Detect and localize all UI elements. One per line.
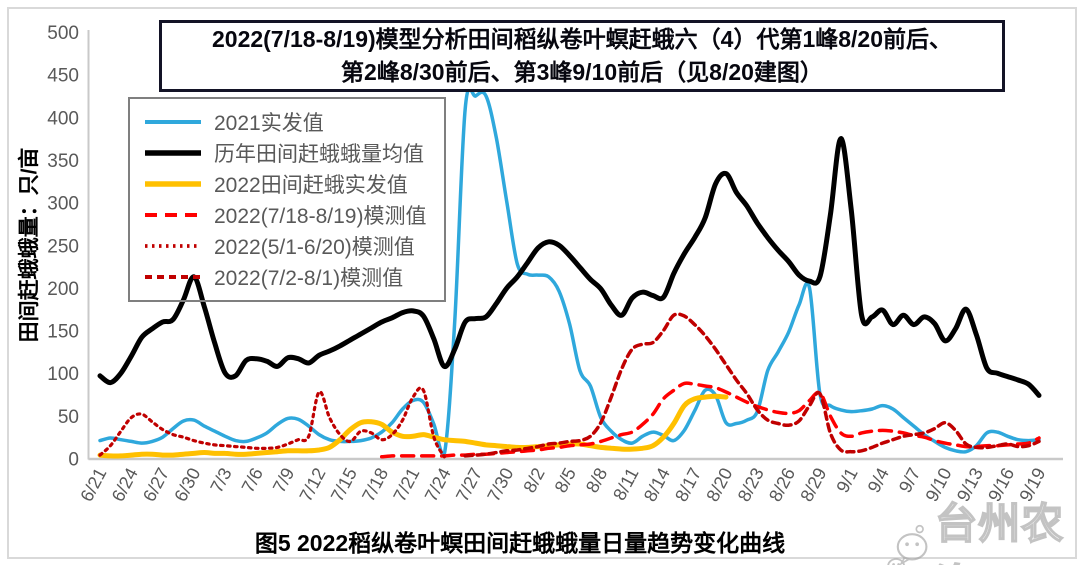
legend-item-model-51-620: 2022(5/1-6/20)模测值 — [144, 231, 440, 261]
x-axis-tick-label: 7/18 — [358, 464, 392, 504]
y-axis-tick-label: 500 — [47, 23, 79, 44]
legend-label: 2021实发值 — [214, 112, 324, 136]
x-axis-tick-label: 8/17 — [671, 464, 705, 504]
series-actual-2022 — [97, 393, 729, 459]
x-axis-tick-label: 7/27 — [452, 464, 486, 504]
x-axis-tick-label: 7/3 — [206, 464, 235, 495]
legend-label: 2022(7/18-8/19)模测值 — [214, 204, 427, 228]
legend-swatch-dashed-line — [145, 212, 201, 217]
series-model-72-81 — [463, 312, 1041, 458]
x-axis-tick-label: 6/21 — [76, 464, 110, 504]
legend-label: 2022田间赶蛾实发值 — [214, 174, 408, 198]
legend-item-model-718-819: 2022(7/18-8/19)模测值 — [144, 200, 440, 230]
x-axis-tick-label: 8/14 — [640, 464, 674, 504]
x-axis-tick-label: 7/24 — [421, 464, 455, 504]
y-axis-tick-label: 50 — [58, 407, 79, 428]
y-axis-tick-label: 350 — [47, 151, 79, 172]
legend-swatch-solid-line — [145, 120, 201, 125]
y-axis-tick-label: 100 — [47, 364, 79, 385]
legend-swatch-short-dash-line — [145, 274, 201, 279]
x-axis-tick-label: 7/6 — [238, 464, 267, 495]
y-axis-tick-label: 150 — [47, 322, 79, 343]
annotation-line-2: 第2峰8/30前后、第3峰9/10前后（见8/20建图） — [341, 59, 823, 85]
y-axis-tick-label: 400 — [47, 108, 79, 129]
series-model-51-620 — [98, 386, 446, 459]
y-axis-tick-label: 300 — [47, 194, 79, 215]
x-axis-tick-label: 6/24 — [108, 464, 142, 504]
watermark-text: 台州农资 — [934, 499, 1065, 565]
chart-legend: 2021实发值历年田间赶蛾蛾量均值 2022田间赶蛾实发值 2022(7/18-8/… — [128, 97, 446, 302]
legend-swatch-dotted-line — [145, 243, 201, 248]
y-axis-title: 田间赶蛾蛾量：只/亩 — [18, 147, 41, 343]
x-axis-tick-label: 7/12 — [296, 464, 330, 504]
series-actual-2021 — [98, 86, 1041, 457]
legend-item-historical-average: 历年田间赶蛾蛾量均值 — [144, 138, 440, 168]
x-axis-tick-label: 6/27 — [139, 464, 173, 504]
x-axis-tick-label: 7/30 — [483, 464, 517, 504]
legend-label: 历年田间赶蛾蛾量均值 — [214, 143, 424, 167]
x-axis-tick-label: 6/30 — [170, 464, 204, 504]
x-axis-tick-label: 8/23 — [734, 464, 768, 504]
y-axis-tick-label: 0 — [68, 450, 79, 471]
legend-item-actual-2022: 2022田间赶蛾实发值 — [144, 169, 440, 199]
legend-label: 2022(7/2-8/1)模测值 — [214, 266, 404, 290]
legend-label: 2022(5/1-6/20)模测值 — [214, 235, 415, 259]
legend-item-actual-2021: 2021实发值 — [144, 107, 440, 137]
y-axis-tick-label: 450 — [47, 66, 79, 87]
annotation-line-1: 2022(7/18-8/19)模型分析田间稻纵卷叶螟赶蛾六（4）代第1峰8/20… — [211, 26, 953, 52]
wechat-icon — [887, 524, 928, 565]
watermark: 台州农资 — [886, 490, 1080, 565]
x-axis-tick-label: 7/15 — [327, 464, 361, 504]
chart-annotation-box: 2022(7/18-8/19)模型分析田间稻纵卷叶螟赶蛾六（4）代第1峰8/20… — [159, 20, 1005, 92]
x-axis-tick-label: 8/8 — [582, 464, 611, 495]
x-axis-tick-label: 8/5 — [551, 464, 580, 495]
x-axis-tick-label: 8/20 — [702, 464, 736, 504]
x-axis-tick-label: 7/21 — [389, 464, 423, 504]
figure-caption: 图5 2022稻纵卷叶螟田间赶蛾蛾量日量趋势变化曲线 — [254, 530, 786, 556]
y-axis-tick-label: 200 — [47, 279, 79, 300]
x-axis-tick-label: 8/29 — [796, 464, 830, 504]
x-axis-tick-label: 9/1 — [832, 464, 861, 495]
legend-swatch-solid-line — [145, 181, 201, 187]
x-axis-tick-label: 8/11 — [609, 464, 642, 503]
x-axis-tick-label: 8/26 — [765, 464, 799, 504]
x-axis-tick-label: 8/2 — [519, 464, 548, 495]
legend-item-model-72-81: 2022(7/2-8/1)模测值 — [144, 262, 440, 292]
series-historical-average — [97, 136, 1042, 398]
y-axis-tick-label: 250 — [47, 236, 79, 257]
x-axis-tick-label: 7/9 — [269, 464, 298, 495]
legend-swatch-solid-line — [145, 150, 201, 156]
